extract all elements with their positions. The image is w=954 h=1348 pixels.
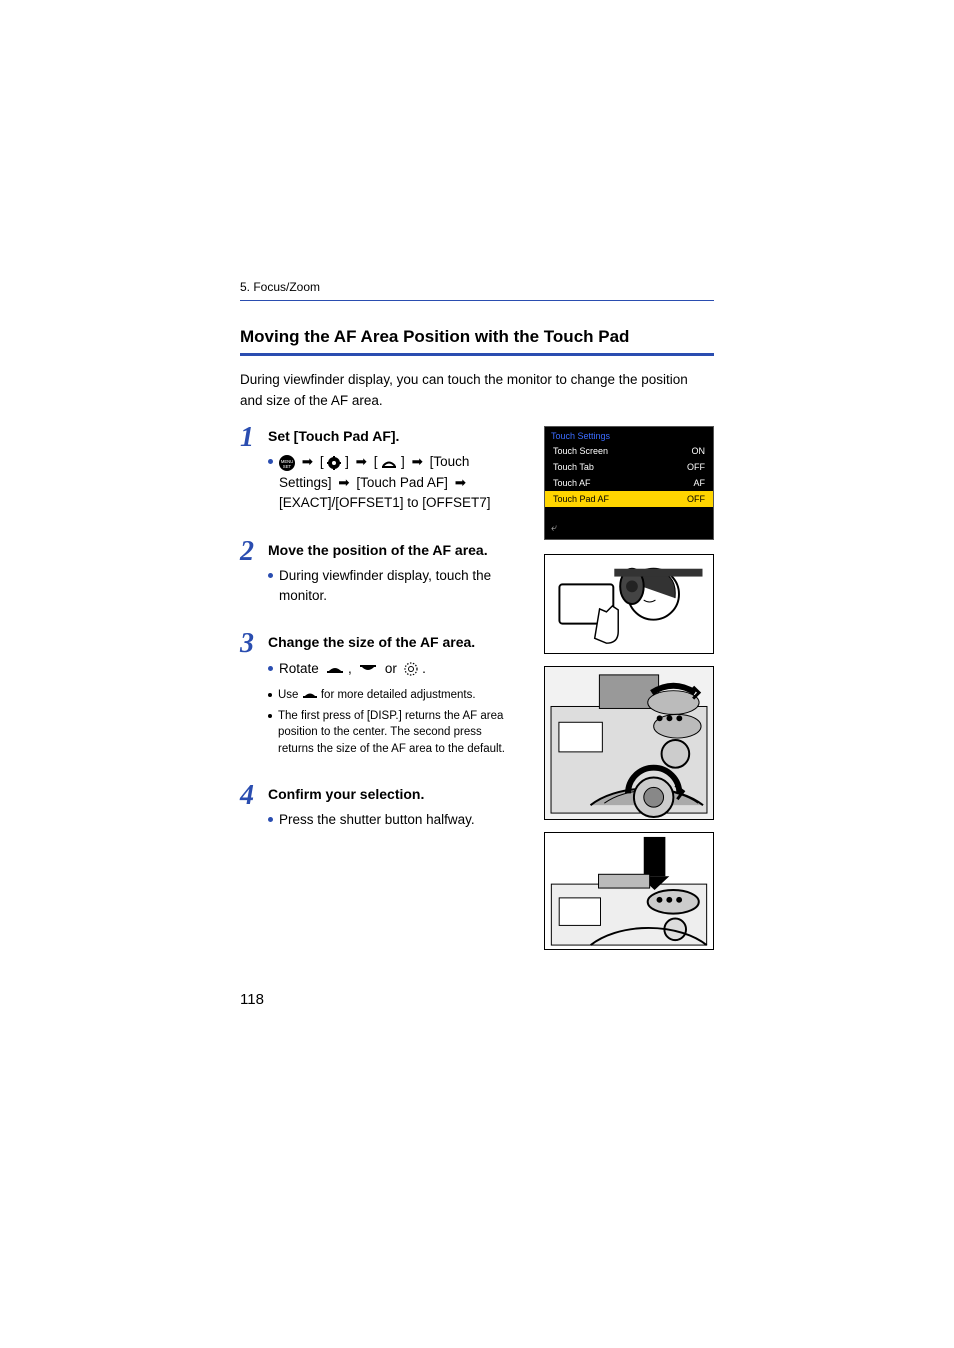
menu-row: Touch AFAF: [545, 475, 713, 491]
figure-camera-top-dials: [544, 666, 714, 820]
step-3-rotate: Rotate , or .: [279, 659, 426, 679]
step-number: 4: [240, 782, 268, 810]
arrow-icon: ➡: [412, 452, 423, 472]
menu-row-highlight: Touch Pad AFOFF: [545, 491, 713, 507]
svg-text:SET: SET: [283, 464, 292, 469]
step-title: Set [Touch Pad AF].: [268, 426, 514, 446]
step-title: Move the position of the AF area.: [268, 540, 514, 560]
step-number: 2: [240, 538, 268, 566]
arrow-icon: ➡: [338, 473, 349, 493]
arrow-icon: ➡: [302, 452, 313, 472]
step-title: Change the size of the AF area.: [268, 632, 514, 652]
rear-dial-icon: [359, 664, 377, 674]
front-dial-icon: [326, 664, 344, 674]
divider-title: [240, 353, 714, 356]
step-2-bullet: During viewfinder display, touch the mon…: [279, 566, 514, 607]
figure-shutter-press: [544, 832, 714, 950]
step-title: Confirm your selection.: [268, 784, 514, 804]
gear-icon: [327, 456, 341, 470]
arrow-icon: ➡: [455, 473, 466, 493]
monitor-icon: [381, 457, 397, 469]
page-title: Moving the AF Area Position with the Tou…: [240, 327, 714, 347]
menu-row: Touch TabOFF: [545, 459, 713, 475]
chapter-label: 5. Focus/Zoom: [240, 280, 714, 294]
step-4-bullet: Press the shutter button halfway.: [279, 810, 475, 830]
divider-top: [240, 300, 714, 301]
intro-text: During viewfinder display, you can touch…: [240, 370, 714, 412]
step-number: 1: [240, 424, 268, 452]
step-3-note: The first press of [DISP.] returns the A…: [278, 708, 514, 758]
step-number: 3: [240, 630, 268, 658]
page-number: 118: [240, 991, 264, 1008]
figure-menu-screenshot: Touch Settings Touch ScreenON Touch TabO…: [544, 426, 714, 540]
step-1-instruction: MENUSET ➡ [ ] ➡ [ ] ➡ [Touch Settings] ➡…: [279, 452, 514, 513]
back-icon: ⤶: [551, 522, 557, 535]
front-dial-icon: [302, 690, 318, 699]
arrow-icon: ➡: [356, 452, 367, 472]
menu-row: Touch ScreenON: [545, 443, 713, 459]
control-dial-icon: [404, 662, 418, 676]
menu-set-icon: MENUSET: [279, 455, 295, 471]
steps-list: Touch Settings Touch ScreenON Touch TabO…: [240, 426, 714, 834]
figure-touch-monitor: [544, 554, 714, 654]
menu-title: Touch Settings: [545, 427, 713, 443]
step-3-note: Use for more detailed adjustments.: [278, 687, 476, 704]
